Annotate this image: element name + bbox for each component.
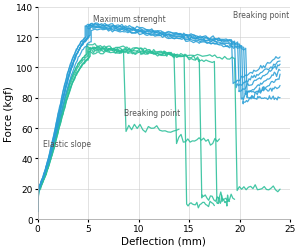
Text: Breaking point: Breaking point xyxy=(124,109,180,118)
Text: Elastic slope: Elastic slope xyxy=(43,139,91,148)
Text: Maximum strenght: Maximum strenght xyxy=(93,15,166,24)
X-axis label: Deflection (mm): Deflection (mm) xyxy=(122,236,206,246)
Y-axis label: Force (kgf): Force (kgf) xyxy=(4,86,14,141)
Text: Breaking point: Breaking point xyxy=(232,11,289,20)
